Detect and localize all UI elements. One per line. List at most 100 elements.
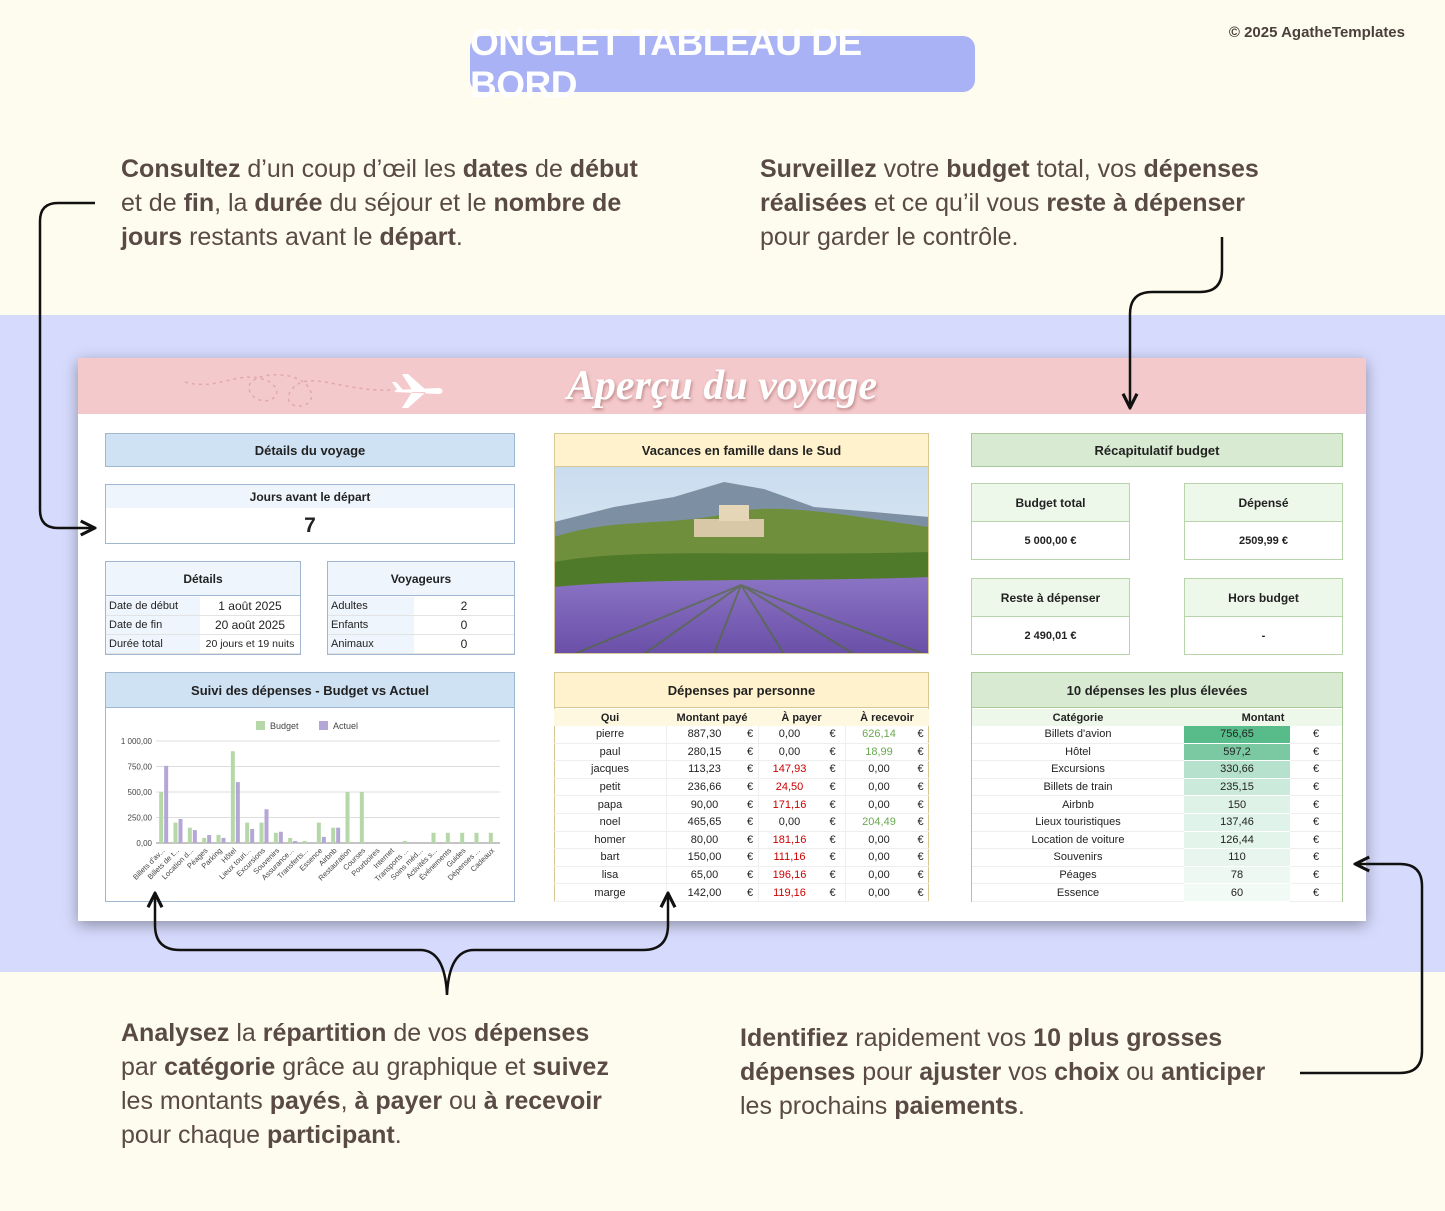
callout-text: pour chaque (121, 1121, 267, 1149)
callout-bold: payés (269, 1087, 341, 1115)
callout-bold: paiements (894, 1092, 1018, 1120)
currency: € (912, 779, 929, 797)
amount: 113,23 (666, 761, 742, 779)
category: Lieux touristiques (972, 814, 1184, 832)
bar (230, 751, 235, 843)
callout-bold: 10 plus grosses dépenses (740, 1024, 1223, 1086)
callout-text: vos (1001, 1058, 1055, 1086)
bar (316, 822, 321, 843)
callout-bold: durée (254, 189, 323, 217)
card-value: 2 490,01 € (1024, 629, 1077, 642)
callout-bold: répartition (262, 1019, 387, 1047)
amount: 18,99 (845, 743, 912, 762)
amount: 204,49 (845, 814, 912, 832)
category: Souvenirs (972, 849, 1184, 867)
currency: € (742, 761, 758, 779)
amount: 0,00 (845, 866, 912, 885)
legend-label: Actuel (333, 721, 358, 731)
panel-header: Suivi des dépenses - Budget vs Actuel (105, 672, 515, 708)
amount: 60 (1184, 884, 1290, 902)
bar (302, 840, 307, 843)
row-value: 0 (414, 635, 514, 654)
card-value: 2509,99 € (1239, 534, 1288, 547)
amount: 0,00 (845, 778, 912, 797)
amount: 111,16 (758, 849, 820, 867)
callout-bold: Surveillez (760, 155, 877, 183)
currency: € (742, 744, 758, 762)
callout-bold: budget (946, 155, 1030, 183)
currency: € (912, 761, 929, 779)
countdown-label: Jours avant le départ (106, 485, 514, 508)
currency: € (742, 779, 758, 797)
currency: € (1290, 726, 1342, 744)
bar (278, 831, 283, 843)
plane-decoration (184, 374, 443, 408)
currency: € (912, 744, 929, 762)
callout-text: et ce qu’il vous (867, 189, 1047, 217)
category: Essence (972, 884, 1184, 902)
bar (345, 792, 350, 843)
amount: 0,00 (845, 849, 912, 867)
amount: 0,00 (845, 884, 912, 902)
bar (159, 792, 164, 843)
person-name: petit (554, 779, 666, 797)
panel-frame (105, 561, 301, 655)
bar (431, 832, 436, 843)
row-label: Enfants (328, 616, 414, 635)
bar (288, 837, 293, 843)
callout-bold: suivez (532, 1053, 609, 1081)
bar (164, 765, 169, 843)
countdown-value: 7 (304, 513, 316, 537)
callout-bold: Analysez (121, 1019, 230, 1047)
callout-text: ou (442, 1087, 484, 1115)
category: Airbnb (972, 796, 1184, 814)
callout-bold: à payer (354, 1087, 443, 1115)
callout-bold: ajuster (919, 1058, 1002, 1086)
amount: 626,14 (845, 726, 912, 744)
card-value: 5 000,00 € (1024, 534, 1077, 547)
panel-header: Détails du voyage (105, 433, 515, 467)
column-header: Catégorie (972, 709, 1184, 726)
row-label: Durée total (106, 635, 200, 654)
bar (259, 822, 264, 843)
bar (235, 782, 240, 843)
amount: 0,00 (758, 726, 820, 744)
y-tick-label: 1 000,00 (121, 737, 153, 746)
currency: € (820, 867, 845, 885)
bar (402, 840, 407, 843)
amount: 142,00 (666, 884, 742, 902)
row-value: 20 jours et 19 nuits (200, 635, 300, 654)
currency: € (820, 744, 845, 762)
callout-text: votre (876, 155, 947, 183)
panel-frame (971, 483, 1130, 560)
callout-text: les montants (121, 1087, 270, 1115)
amount: 150,00 (666, 849, 742, 867)
callout-bold: nombre de jours (121, 189, 622, 251)
amount: 150 (1184, 796, 1290, 814)
category: Location de voiture (972, 832, 1184, 850)
currency: € (1290, 761, 1342, 779)
amount: 110 (1184, 849, 1290, 867)
currency: € (742, 884, 758, 902)
callout-text: d’un coup d’œil les (240, 155, 463, 183)
banner-title: ONGLET TABLEAU DE BORD (470, 22, 862, 105)
callout-text: la (229, 1019, 263, 1047)
amount: 90,00 (666, 796, 742, 814)
column-header: Montant payé (666, 709, 758, 726)
callout-text: , (340, 1087, 355, 1115)
table-header: Détails (106, 562, 300, 596)
bar (221, 837, 226, 843)
bar (474, 832, 479, 843)
amount: 147,93 (758, 761, 820, 779)
callout-text: , la (214, 189, 255, 217)
panel-frame (327, 561, 515, 655)
bar (187, 827, 192, 843)
panel-frame (971, 578, 1130, 655)
callout-text: pour garder le contrôle. (760, 223, 1019, 251)
currency: € (1290, 779, 1342, 797)
bar (207, 835, 212, 843)
currency: € (1290, 744, 1342, 762)
person-name: pierre (554, 726, 666, 744)
bar (178, 819, 183, 843)
callout-text: par (121, 1053, 165, 1081)
